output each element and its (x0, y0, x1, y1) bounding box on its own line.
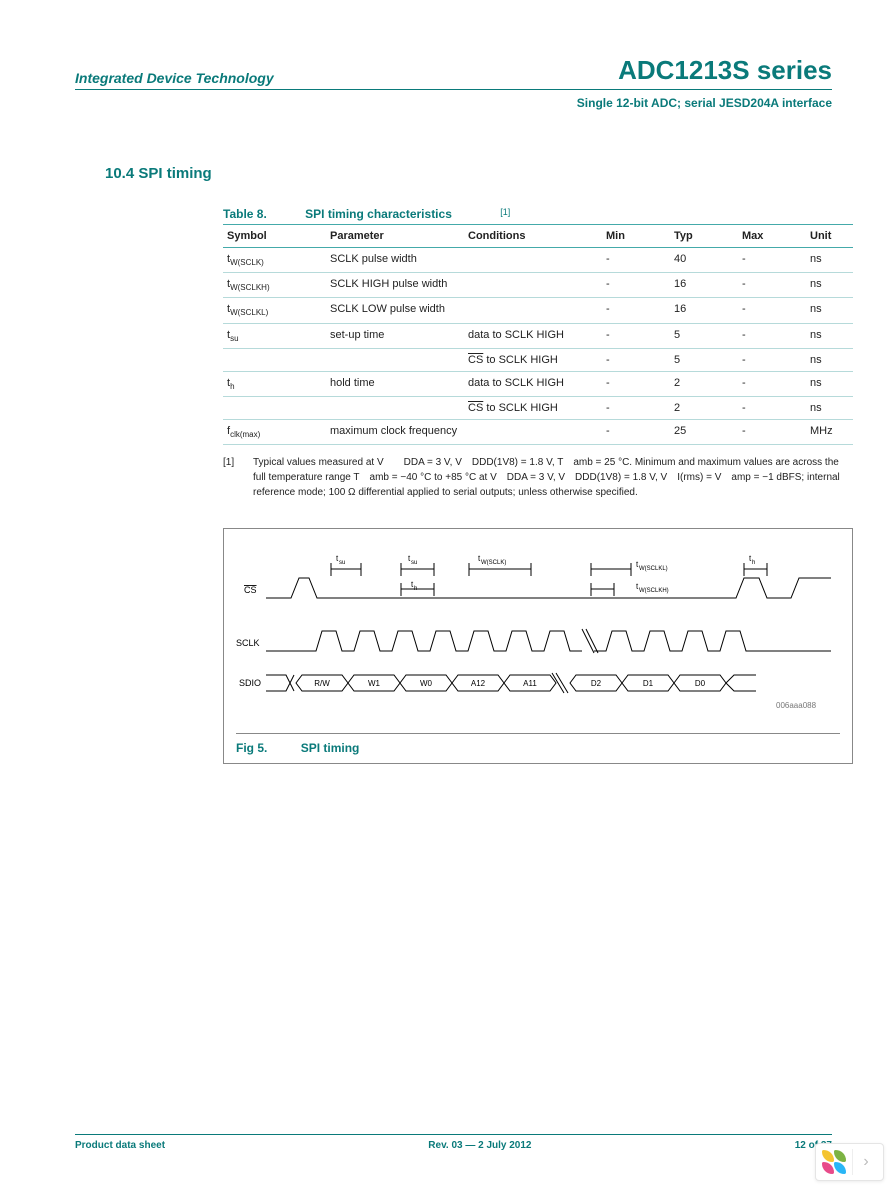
svg-text:su: su (339, 560, 345, 566)
svg-text:R/W: R/W (314, 679, 330, 688)
svg-text:W(SCLK): W(SCLK) (481, 560, 506, 566)
svg-text:h: h (752, 560, 755, 566)
svg-text:W0: W0 (420, 679, 433, 688)
table-row: CS to SCLK HIGH-5-ns (223, 348, 853, 371)
col-unit: Unit (806, 225, 853, 248)
col-min: Min (602, 225, 670, 248)
table-row: thhold timedata to SCLK HIGH-2-ns (223, 371, 853, 396)
table-number: Table 8. (223, 207, 267, 221)
figure-number: Fig 5. (236, 741, 267, 755)
col-typ: Typ (670, 225, 738, 248)
svg-text:A11: A11 (523, 679, 537, 688)
svg-text:su: su (411, 560, 417, 566)
footnote-text: Typical values measured at V DDA = 3 V, … (253, 455, 853, 500)
spi-timing-figure: .s{stroke:#000;stroke-width:1;fill:none}… (223, 528, 853, 764)
svg-text:D0: D0 (695, 679, 706, 688)
pager-widget[interactable]: › (815, 1143, 884, 1181)
svg-text:h: h (414, 586, 417, 592)
svg-text:W(SCLKH): W(SCLKH) (639, 588, 669, 594)
section-heading: 10.4 SPI timing (105, 165, 832, 182)
figure-title: SPI timing (301, 741, 360, 755)
table-row: tsuset-up timedata to SCLK HIGH-5-ns (223, 323, 853, 348)
table-row: tW(SCLKL)SCLK LOW pulse width-16-ns (223, 298, 853, 323)
col-conditions: Conditions (464, 225, 602, 248)
col-max: Max (738, 225, 806, 248)
svg-text:A12: A12 (471, 679, 486, 688)
app-logo-icon (820, 1148, 848, 1176)
table-row: fclk(max)maximum clock frequency-25-MHz (223, 419, 853, 444)
svg-text:W(SCLKL): W(SCLKL) (639, 566, 668, 572)
footnote-mark: [1] (223, 455, 253, 500)
table-row: tW(SCLK)SCLK pulse width-40-ns (223, 248, 853, 273)
spi-timing-table: Symbol Parameter Conditions Min Typ Max … (223, 224, 853, 445)
svg-text:006aaa088: 006aaa088 (776, 701, 817, 710)
col-symbol: Symbol (223, 225, 326, 248)
table-footnote: [1] Typical values measured at V DDA = 3… (223, 455, 853, 500)
table-row: CS to SCLK HIGH-2-ns (223, 396, 853, 419)
svg-text:CS: CS (244, 585, 257, 595)
page-footer: Product data sheet Rev. 03 — 2 July 2012… (75, 1134, 832, 1151)
product-title: ADC1213S series (618, 55, 832, 86)
table-row: tW(SCLKH)SCLK HIGH pulse width-16-ns (223, 273, 853, 298)
company-name: Integrated Device Technology (75, 70, 274, 86)
table-footnote-ref: [1] (500, 207, 510, 217)
product-subtitle: Single 12-bit ADC; serial JESD204A inter… (75, 96, 832, 110)
svg-text:SCLK: SCLK (236, 638, 260, 648)
header-rule (75, 89, 832, 90)
svg-text:D1: D1 (643, 679, 654, 688)
svg-text:D2: D2 (591, 679, 602, 688)
col-parameter: Parameter (326, 225, 464, 248)
svg-text:SDIO: SDIO (239, 678, 261, 688)
svg-text:W1: W1 (368, 679, 381, 688)
table-title: SPI timing characteristics (305, 207, 452, 221)
footer-left: Product data sheet (75, 1140, 165, 1151)
footer-center: Rev. 03 — 2 July 2012 (428, 1140, 531, 1151)
next-page-button[interactable]: › (852, 1149, 879, 1175)
